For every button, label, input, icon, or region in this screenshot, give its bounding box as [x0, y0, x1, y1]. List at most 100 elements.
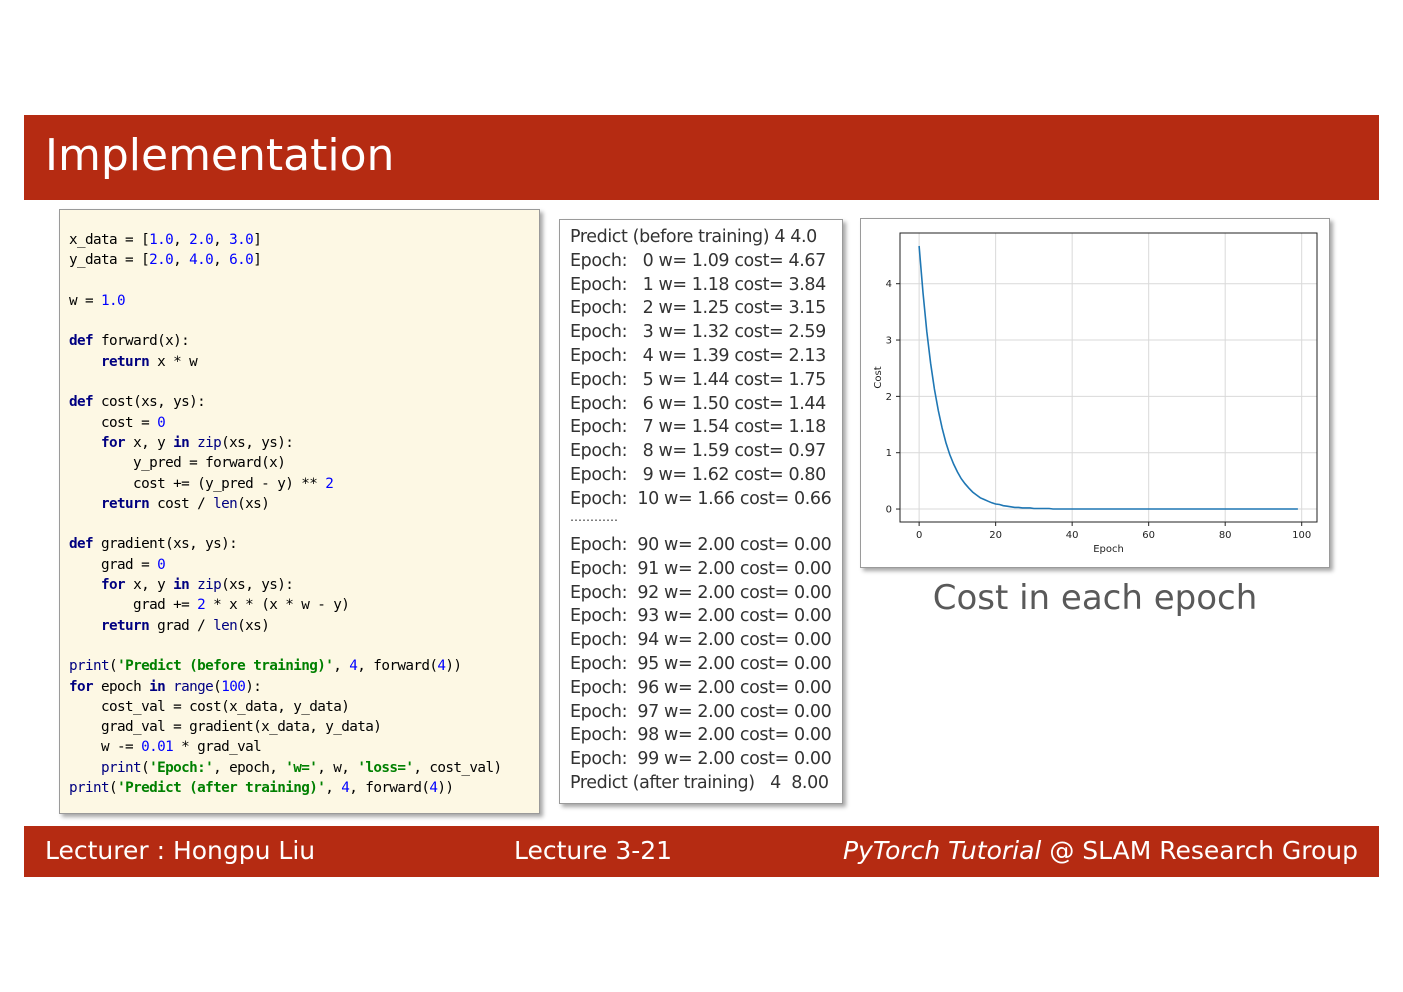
code-token: 1.0 — [149, 232, 174, 248]
code-token: cost_val = cost(x_data, y_data) — [69, 698, 350, 715]
x-tick-label: 100 — [1292, 530, 1311, 541]
code-line: cost += (y_pred - y) ** 2 — [69, 474, 501, 494]
code-token: epoch — [93, 678, 150, 695]
x-tick-label: 20 — [989, 530, 1002, 541]
output-line: Epoch: 94 w= 2.00 cost= 0.00 — [570, 630, 832, 651]
output-line: Epoch: 0 w= 1.09 cost= 4.67 — [570, 250, 826, 271]
code-token — [69, 496, 101, 512]
code-token: 'Predict (after training)' — [117, 780, 326, 797]
code-token: print — [69, 780, 110, 797]
code-token: w = — [69, 292, 102, 309]
code-token: ( — [141, 759, 150, 776]
output-line: Epoch: 9 w= 1.62 cost= 0.80 — [570, 465, 826, 485]
code-token: def — [69, 333, 94, 350]
code-line: print('Epoch:', epoch, 'w=', w, 'loss=',… — [69, 758, 502, 778]
code-line: print('Predict (after training)', 4, for… — [69, 778, 501, 798]
output-line: Epoch: 2 w= 1.25 cost= 3.15 — [570, 298, 826, 319]
code-token: (xs) — [237, 495, 270, 512]
code-line: def cost(xs, ys): — [69, 392, 501, 412]
code-token: cost = — [69, 414, 158, 431]
code-token: grad += — [69, 597, 198, 614]
code-token: 4 — [437, 658, 446, 675]
output-line: Epoch: 99 w= 2.00 cost= 0.00 — [570, 749, 832, 770]
output-line: Epoch: 5 w= 1.44 cost= 1.75 — [570, 369, 826, 390]
code-token: 2.0 — [149, 252, 174, 269]
code-token: 4 — [429, 780, 438, 797]
code-token — [69, 618, 101, 634]
code-token: print — [101, 759, 142, 776]
code-token: in — [173, 434, 190, 451]
code-token: , forward( — [357, 658, 438, 675]
y-tick-label: 1 — [886, 448, 892, 459]
cost-chart-panel: 0 20 40 60 80 100 0 1 2 3 4 Epoch Cost — [860, 218, 1330, 568]
code-token: ( — [213, 678, 222, 695]
code-line: for x, y in zip(xs, ys): — [69, 575, 501, 595]
code-token: forward(x): — [93, 333, 190, 350]
code-line: y_pred = forward(x) — [69, 453, 501, 473]
code-line — [69, 271, 501, 291]
code-token: grad / — [149, 617, 214, 634]
code-token: cost(xs, ys): — [93, 394, 206, 411]
output-line: Epoch: 90 w= 2.00 cost= 0.00 — [570, 535, 832, 555]
code-line: return x * w — [69, 352, 501, 372]
lecture-number: Lecture 3-21 — [514, 836, 673, 865]
code-token: , epoch, — [213, 759, 286, 776]
cost-chart: 0 20 40 60 80 100 0 1 2 3 4 Epoch Cost — [873, 232, 1318, 555]
output-line: Predict (before training) 4 4.0 — [570, 227, 817, 247]
code-line: w -= 0.01 * grad_val — [69, 737, 501, 757]
code-line: for epoch in range(100): — [69, 677, 501, 697]
code-line: def gradient(xs, ys): — [69, 534, 501, 554]
code-token: 'w=' — [285, 759, 318, 776]
output-ellipsis: ………… — [570, 510, 618, 524]
code-line: w = 1.0 — [69, 291, 501, 311]
code-token — [189, 435, 197, 451]
footer-bar: Lecturer : Hongpu Liu Lecture 3-21 PyTor… — [24, 826, 1379, 877]
output-line: Epoch: 98 w= 2.00 cost= 0.00 — [570, 725, 832, 746]
lecturer-name: Lecturer : Hongpu Liu — [45, 836, 316, 865]
code-token — [165, 679, 173, 695]
course-brand: PyTorch Tutorial @ SLAM Research Group — [843, 836, 1358, 865]
code-line: for x, y in zip(xs, ys): — [69, 433, 501, 453]
code-token: 'Predict (before training)' — [117, 658, 334, 675]
code-token: (xs, ys): — [221, 434, 294, 451]
code-token: x, y — [125, 577, 174, 594]
code-token: * x * (x * w - y) — [205, 597, 350, 614]
code-panel: x_data = [1.0, 2.0, 3.0] y_data = [2.0, 4… — [59, 209, 540, 814]
code-token: gradient(xs, ys): — [93, 536, 238, 553]
output-line: Epoch: 7 w= 1.54 cost= 1.18 — [570, 417, 826, 438]
code-token: print — [69, 658, 110, 675]
code-token: for — [101, 577, 126, 594]
code-line: cost = 0 — [69, 413, 501, 433]
code-token: y_data = [ — [69, 252, 150, 269]
code-line: cost_val = cost(x_data, y_data) — [69, 697, 501, 717]
code-token: for — [101, 434, 126, 451]
y-tick-label: 3 — [886, 336, 892, 347]
code-token: grad = — [69, 556, 158, 573]
code-token: return — [101, 617, 150, 634]
code-token: 100 — [221, 678, 246, 695]
output-line: Epoch: 96 w= 2.00 cost= 0.00 — [570, 677, 832, 698]
course-name: PyTorch Tutorial — [843, 836, 1042, 865]
output-line: Epoch: 4 w= 1.39 cost= 2.13 — [570, 346, 826, 366]
x-tick-label: 40 — [1066, 530, 1079, 541]
code-token: return — [101, 353, 150, 370]
code-line: grad = 0 — [69, 555, 501, 575]
code-token: 2.0 — [189, 232, 214, 248]
code-token: in — [173, 577, 190, 594]
code-line: print('Predict (before training)', 4, fo… — [69, 656, 501, 676]
code-token: ( — [109, 780, 118, 797]
code-token: cost += (y_pred - y) ** — [69, 475, 326, 492]
code-token: 2 — [325, 475, 334, 492]
code-token: 'Epoch:' — [149, 759, 214, 776]
output-line: Epoch: 93 w= 2.00 cost= 0.00 — [570, 606, 832, 627]
code-token: zip — [197, 434, 222, 451]
group-name: @ SLAM Research Group — [1041, 836, 1358, 865]
code-token: (xs) — [237, 617, 270, 634]
output-line: Epoch: 91 w= 2.00 cost= 0.00 — [570, 558, 832, 579]
code-token: len — [213, 495, 238, 512]
output-line: Epoch: 92 w= 2.00 cost= 0.00 — [570, 582, 832, 603]
code-line: grad_val = gradient(x_data, y_data) — [69, 717, 501, 737]
code-token: 1.0 — [101, 292, 126, 309]
code-line: def forward(x): — [69, 331, 501, 351]
output-line: Predict (after training) 4 8.00 — [570, 773, 829, 793]
